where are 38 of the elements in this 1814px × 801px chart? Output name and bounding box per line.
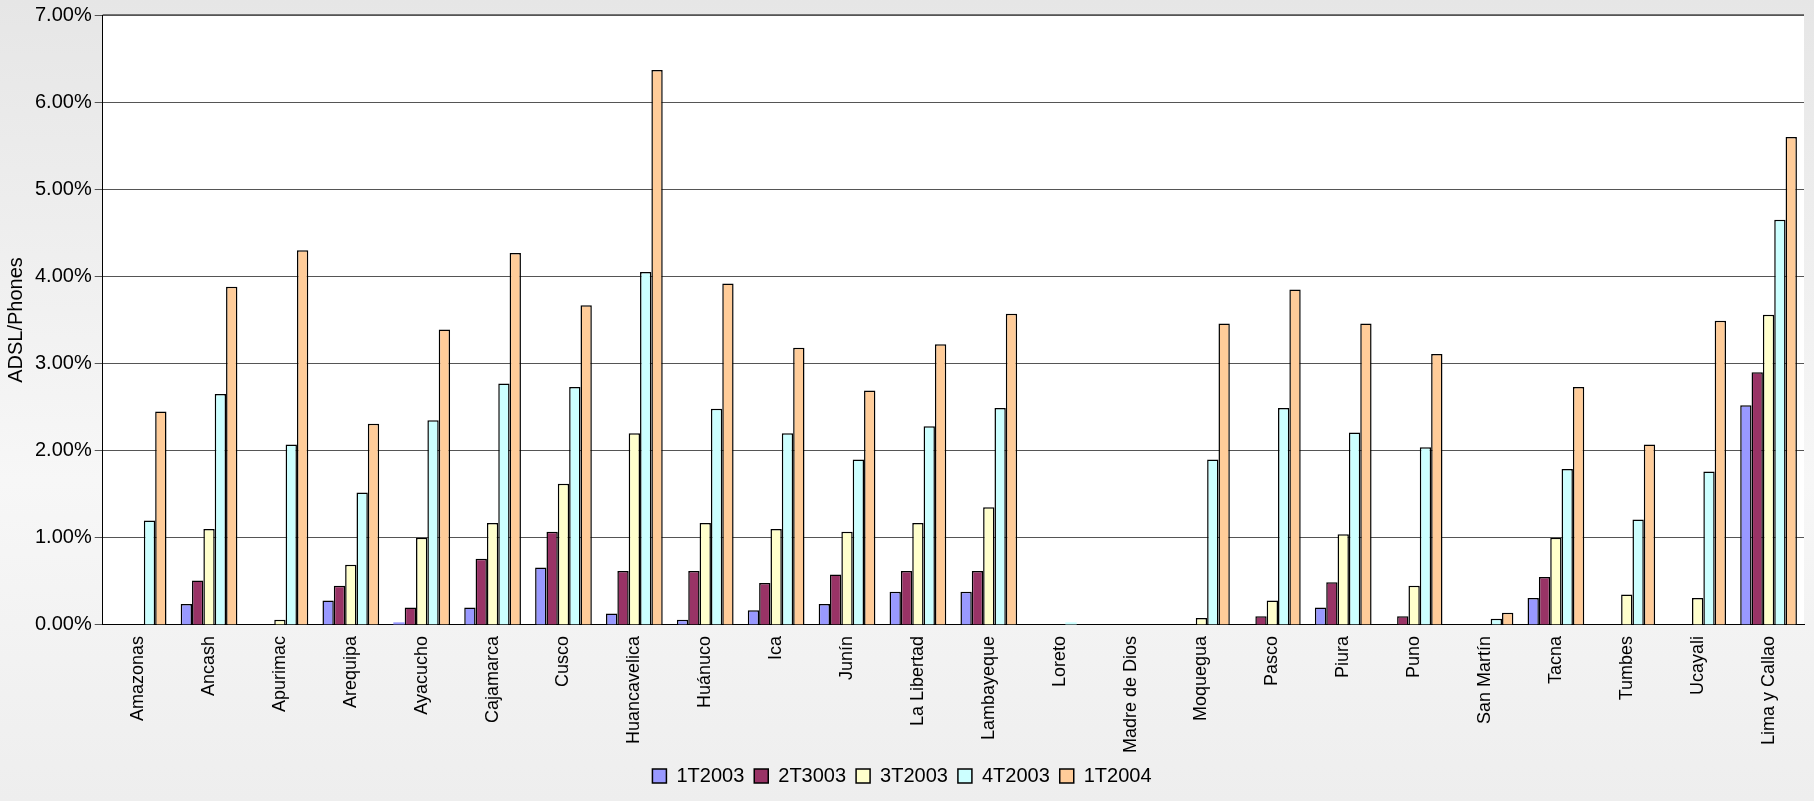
y-tick-label: 7.00% <box>34 2 92 25</box>
x-tick-label: Pasco <box>1261 635 1282 686</box>
legend-label: 2T3003 <box>778 763 847 786</box>
x-tick-label: Junín <box>835 635 856 680</box>
x-tick-label: Tacna <box>1544 634 1565 684</box>
x-tick-label: Cajamarca <box>481 634 502 723</box>
legend-label: 1T2004 <box>1083 763 1152 786</box>
legend-label: 3T2003 <box>880 763 948 786</box>
x-tick-label: Amazonas <box>127 635 148 721</box>
x-tick-label: Lambayeque <box>977 635 998 741</box>
y-axis-title: ADSL/Phones <box>3 257 26 383</box>
x-tick-label: Huancavelica <box>623 634 644 745</box>
x-tick-label: Apurimac <box>268 635 289 712</box>
x-tick-label: Madre de Dios <box>1119 635 1140 754</box>
x-tick-label: Moquegua <box>1190 634 1211 722</box>
x-tick-label: San Martín <box>1473 635 1494 724</box>
x-tick-label: Huánuco <box>694 635 715 709</box>
y-tick-label: 0.00% <box>34 612 92 635</box>
x-tick-label: Ayacucho <box>410 635 431 715</box>
x-tick-label: Loreto <box>1048 635 1069 687</box>
x-tick-label: Arequipa <box>339 634 360 709</box>
y-tick-label: 6.00% <box>34 89 92 112</box>
x-tick-label: Piura <box>1332 634 1353 678</box>
x-tick-label: Ucayali <box>1686 635 1707 695</box>
y-tick-label: 3.00% <box>34 351 92 374</box>
y-tick-label: 4.00% <box>34 263 92 286</box>
x-tick-label: Ancash <box>198 635 219 696</box>
x-tick-label: La Libertad <box>906 635 927 727</box>
legend-label: 4T2003 <box>981 763 1050 786</box>
x-tick-label: Tumbes <box>1615 635 1636 701</box>
x-tick-label: Cusco <box>552 635 573 687</box>
x-tick-label: Ica <box>765 634 786 660</box>
y-tick-label: 1.00% <box>34 525 92 548</box>
y-tick-label: 2.00% <box>34 438 92 461</box>
y-tick-label: 5.00% <box>34 176 92 199</box>
x-tick-label: Lima y Callao <box>1757 635 1778 745</box>
x-tick-label: Puno <box>1403 635 1424 678</box>
legend-label: 1T2003 <box>676 763 745 786</box>
